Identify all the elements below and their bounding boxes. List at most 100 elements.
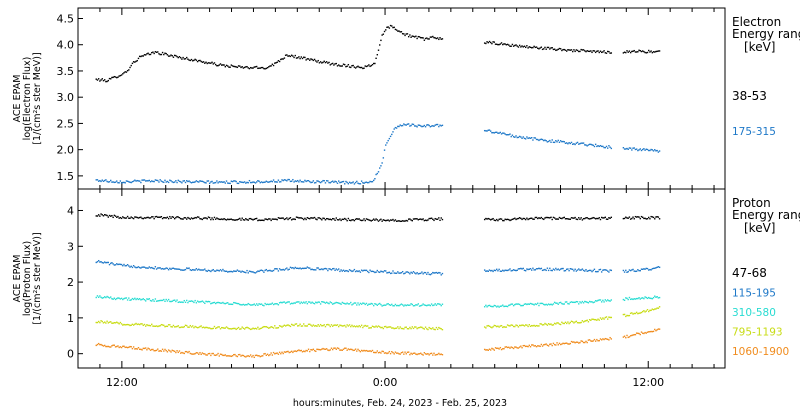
data-point: [282, 268, 284, 271]
data-point: [224, 270, 227, 273]
data-point: [441, 303, 444, 305]
data-point: [172, 181, 175, 184]
data-point: [493, 41, 496, 43]
data-point: [141, 217, 143, 220]
data-point: [223, 217, 225, 220]
data-point: [558, 342, 561, 345]
data-point: [242, 181, 245, 184]
x-tick-label: 0:00: [373, 376, 398, 389]
data-point: [380, 303, 382, 306]
data-point: [166, 300, 169, 302]
data-point: [421, 218, 423, 221]
data-point: [166, 267, 169, 270]
legend-units: [keV]: [744, 40, 775, 54]
data-point: [198, 301, 200, 303]
data-point: [323, 60, 325, 62]
data-point: [190, 300, 193, 302]
data-point: [328, 218, 330, 221]
data-point: [231, 303, 234, 306]
data-point: [225, 180, 228, 182]
data-point: [188, 217, 190, 220]
data-point: [648, 216, 650, 219]
data-point: [541, 302, 544, 305]
data-point: [649, 51, 651, 53]
data-point: [154, 266, 157, 268]
series-1060-1900: [95, 328, 661, 359]
data-point: [438, 271, 440, 274]
data-point: [175, 351, 177, 354]
data-point: [257, 326, 259, 329]
data-point: [428, 38, 430, 40]
data-point: [201, 352, 204, 354]
data-point: [411, 220, 413, 222]
data-point: [219, 353, 222, 355]
data-point: [639, 269, 641, 272]
data-point: [590, 301, 592, 303]
data-point: [303, 323, 305, 325]
data-point: [376, 304, 379, 306]
data-point: [213, 182, 216, 184]
data-point: [340, 65, 342, 67]
data-point: [333, 267, 335, 270]
data-point: [122, 216, 124, 218]
data-point: [179, 301, 182, 303]
data-point: [319, 268, 322, 271]
data-point: [578, 342, 580, 344]
data-point: [646, 297, 649, 300]
data-point: [570, 141, 573, 144]
data-point: [186, 267, 188, 269]
data-point: [217, 352, 219, 355]
data-point: [371, 219, 374, 221]
data-point: [135, 60, 137, 63]
data-point: [580, 269, 582, 271]
data-point: [299, 267, 301, 269]
data-point: [131, 323, 134, 326]
data-point: [268, 218, 270, 220]
data-point: [152, 267, 154, 269]
data-point: [508, 134, 510, 136]
data-point: [385, 29, 387, 31]
data-point: [110, 179, 112, 182]
data-point: [503, 305, 505, 308]
data-point: [523, 325, 526, 327]
data-point: [527, 303, 529, 305]
data-point: [114, 298, 117, 301]
data-point: [110, 262, 112, 265]
data-point: [368, 350, 370, 352]
data-point: [628, 269, 631, 271]
data-point: [206, 218, 208, 220]
data-point: [538, 325, 540, 327]
data-point: [131, 266, 134, 269]
data-point: [652, 150, 655, 152]
data-point: [164, 217, 166, 219]
data-point: [500, 270, 503, 272]
data-point: [538, 267, 540, 269]
data-point: [118, 346, 120, 349]
data-point: [96, 343, 99, 346]
data-point: [175, 300, 177, 303]
data-point: [290, 350, 293, 353]
data-point: [608, 339, 610, 341]
data-point: [345, 347, 347, 349]
data-point: [377, 49, 380, 51]
data-point: [395, 127, 398, 129]
data-point: [340, 219, 342, 222]
data-point: [640, 297, 643, 299]
data-point: [155, 268, 158, 270]
data-point: [422, 354, 424, 356]
data-point: [140, 181, 142, 184]
data-point: [225, 355, 228, 357]
data-point: [113, 264, 116, 266]
data-point: [392, 305, 394, 307]
data-point: [251, 356, 253, 358]
data-point: [521, 218, 523, 221]
data-point: [511, 346, 514, 349]
data-point: [498, 132, 500, 134]
data-point: [304, 179, 306, 182]
data-point: [345, 218, 347, 221]
data-point: [546, 304, 549, 306]
data-point: [512, 325, 515, 328]
data-point: [657, 307, 660, 309]
data-point: [627, 148, 629, 151]
data-point: [376, 269, 379, 272]
